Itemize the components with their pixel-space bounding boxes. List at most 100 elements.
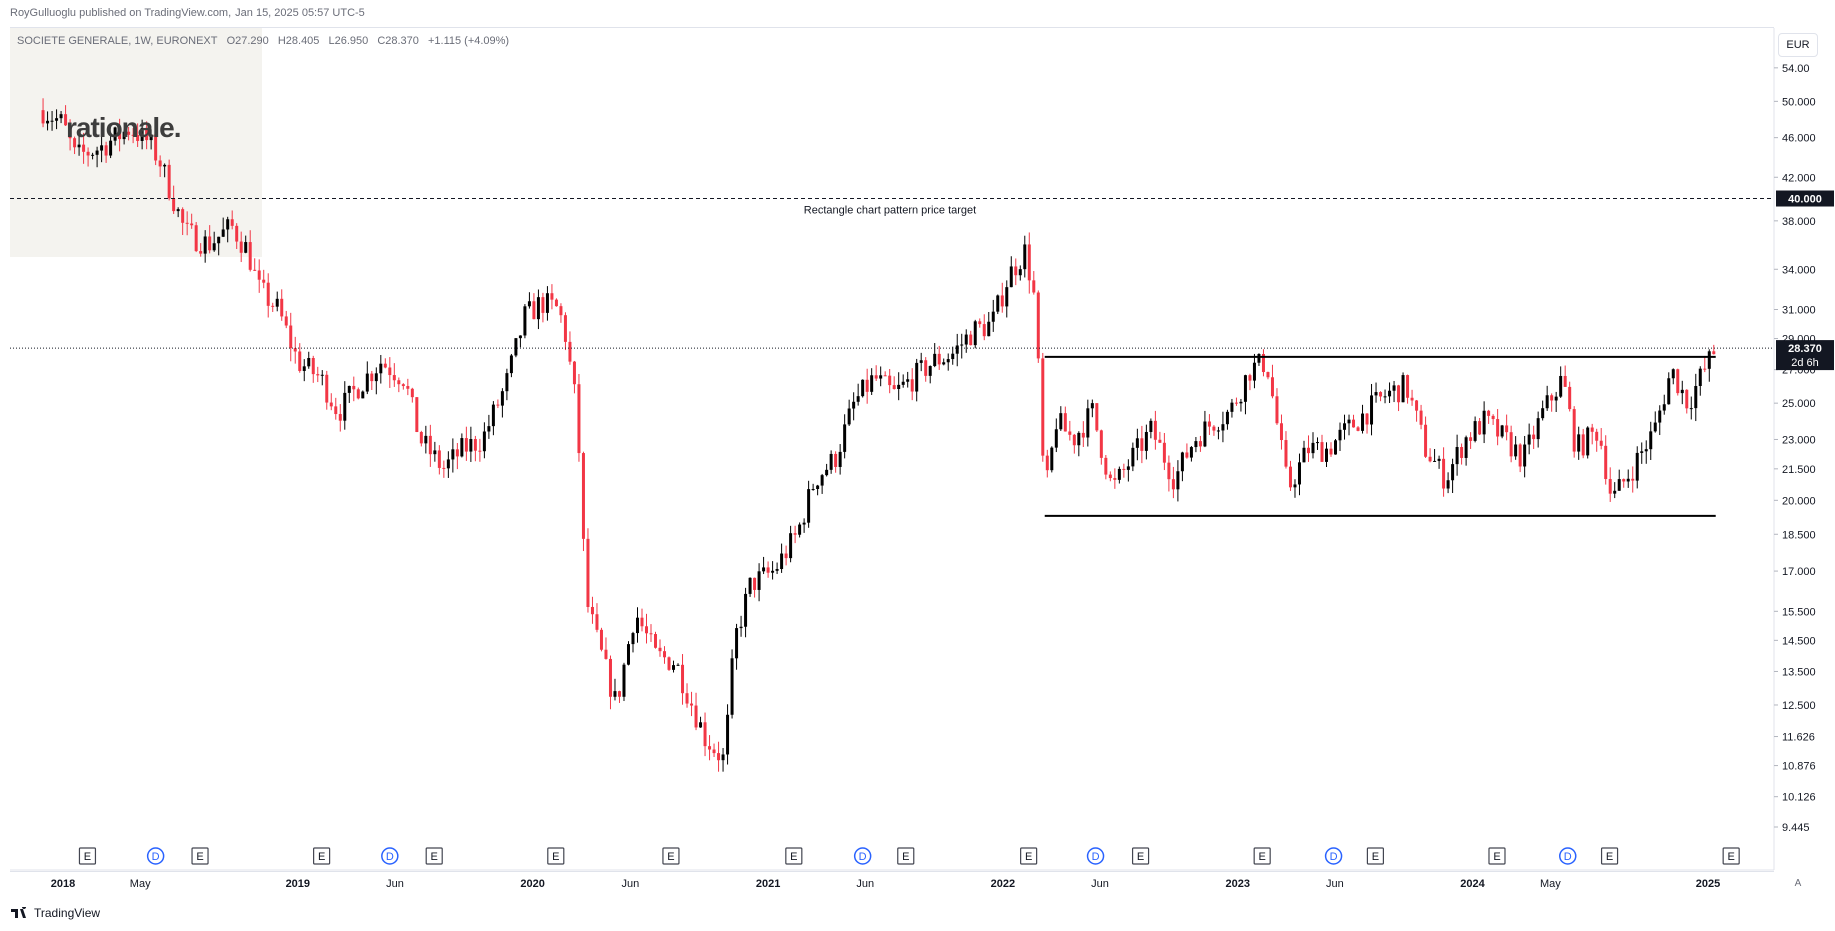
candle-body[interactable] (1433, 460, 1437, 462)
candle-body[interactable] (1284, 440, 1288, 467)
candle-body[interactable] (1117, 468, 1121, 480)
candle-body[interactable] (1185, 452, 1189, 458)
candle-body[interactable] (1536, 418, 1540, 440)
candle-body[interactable] (581, 453, 585, 539)
candle-body[interactable] (122, 131, 126, 140)
candle-body[interactable] (645, 626, 649, 634)
candle-body[interactable] (1207, 421, 1211, 427)
candle-body[interactable] (1392, 385, 1396, 391)
candle-body[interactable] (1216, 430, 1220, 432)
candle-body[interactable] (1072, 434, 1076, 446)
candle-body[interactable] (1397, 385, 1401, 403)
candle-body[interactable] (181, 209, 185, 223)
candle-body[interactable] (703, 722, 707, 747)
candle-body[interactable] (590, 606, 594, 615)
candle-body[interactable] (1027, 244, 1031, 281)
candle-body[interactable] (1243, 375, 1247, 402)
candle-body[interactable] (523, 306, 527, 336)
candle-body[interactable] (1000, 295, 1004, 307)
earnings-event-icon[interactable] (785, 847, 803, 865)
candle-body[interactable] (663, 651, 667, 658)
candle-body[interactable] (1464, 437, 1468, 458)
candle-body[interactable] (1270, 377, 1274, 397)
earnings-event-icon[interactable] (1253, 847, 1271, 865)
candle-body[interactable] (190, 223, 194, 226)
candle-body[interactable] (829, 453, 833, 470)
candle-body[interactable] (302, 366, 306, 371)
candle-body[interactable] (221, 229, 225, 237)
candle-body[interactable] (194, 225, 198, 252)
earnings-event-icon[interactable] (425, 847, 443, 865)
candle-body[interactable] (496, 404, 500, 406)
candle-body[interactable] (933, 353, 937, 367)
candle-body[interactable] (1527, 434, 1531, 445)
candle-body[interactable] (1153, 420, 1157, 440)
dividend-event-icon[interactable] (1559, 847, 1577, 865)
candle-body[interactable] (604, 649, 608, 659)
candle-body[interactable] (424, 435, 428, 444)
candle-body[interactable] (811, 488, 815, 490)
candle-body[interactable] (1581, 434, 1585, 456)
candle-body[interactable] (915, 362, 919, 392)
candle-body[interactable] (1225, 411, 1229, 425)
candle-body[interactable] (527, 301, 531, 307)
candle-body[interactable] (1036, 292, 1040, 359)
candle-body[interactable] (1689, 408, 1693, 410)
candle-body[interactable] (433, 450, 437, 455)
candle-body[interactable] (1135, 438, 1139, 448)
candle-body[interactable] (550, 293, 554, 300)
candle-body[interactable] (1563, 375, 1567, 387)
candle-body[interactable] (1325, 448, 1329, 462)
candle-body[interactable] (1379, 392, 1383, 397)
candle-body[interactable] (1554, 396, 1558, 401)
candle-body[interactable] (1712, 351, 1716, 355)
candle-body[interactable] (856, 396, 860, 402)
candle-body[interactable] (1469, 437, 1473, 441)
candle-body[interactable] (1365, 413, 1369, 425)
candle-body[interactable] (1005, 287, 1009, 307)
candle-body[interactable] (365, 373, 369, 392)
candle-body[interactable] (771, 570, 775, 573)
candle-body[interactable] (1631, 478, 1635, 481)
candle-body[interactable] (784, 553, 788, 559)
candle-body[interactable] (401, 384, 405, 387)
candle-body[interactable] (199, 251, 203, 254)
candle-body[interactable] (1676, 369, 1680, 394)
candle-body[interactable] (1590, 427, 1594, 432)
candle-body[interactable] (91, 154, 95, 156)
candle-body[interactable] (1014, 266, 1018, 276)
candle-body[interactable] (910, 379, 914, 392)
candle-body[interactable] (888, 375, 892, 386)
candle-body[interactable] (235, 225, 239, 242)
candle-body[interactable] (329, 402, 333, 407)
candle-body[interactable] (1149, 420, 1153, 432)
candle-body[interactable] (825, 469, 829, 476)
candle-body[interactable] (1090, 403, 1094, 409)
candle-body[interactable] (942, 362, 946, 365)
candle-body[interactable] (982, 324, 986, 337)
candle-body[interactable] (541, 297, 545, 313)
candle-body[interactable] (599, 629, 603, 650)
candle-body[interactable] (1424, 424, 1428, 457)
candle-body[interactable] (554, 299, 558, 307)
candle-body[interactable] (73, 138, 77, 148)
earnings-event-icon[interactable] (191, 847, 209, 865)
candle-body[interactable] (1032, 280, 1036, 293)
candle-body[interactable] (307, 358, 311, 367)
candle-body[interactable] (969, 334, 973, 346)
candle-body[interactable] (672, 665, 676, 670)
candle-body[interactable] (757, 571, 761, 590)
candle-body[interactable] (960, 344, 964, 346)
candle-body[interactable] (167, 164, 171, 199)
candle-body[interactable] (1104, 457, 1108, 475)
candle-body[interactable] (419, 432, 423, 444)
candle-body[interactable] (1383, 396, 1387, 398)
symbol-name[interactable]: SOCIETE GENERALE, 1W, EURONEXT (17, 35, 218, 47)
candle-body[interactable] (347, 385, 351, 393)
candle-body[interactable] (1054, 429, 1058, 448)
candle-body[interactable] (838, 451, 842, 467)
candle-body[interactable] (1113, 478, 1117, 480)
candle-body[interactable] (1550, 395, 1554, 401)
candle-body[interactable] (1203, 421, 1207, 447)
candle-body[interactable] (374, 373, 378, 382)
